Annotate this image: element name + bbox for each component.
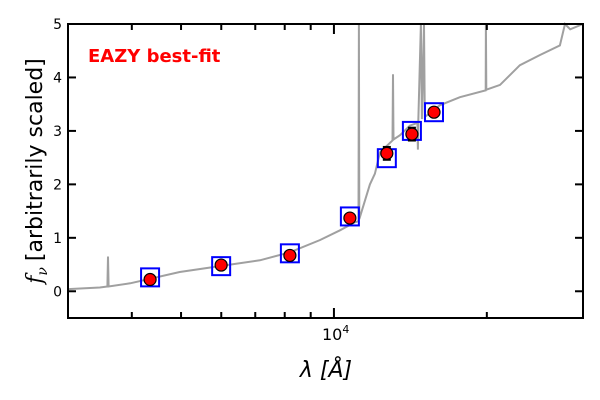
- observed-flux-point-3: [343, 211, 357, 225]
- observed-flux-point-4: [380, 146, 394, 160]
- x-tick-label-10e4: 104: [322, 323, 349, 344]
- legend-annotation: EAZY best-fit: [88, 46, 221, 67]
- plot-frame: [67, 23, 584, 319]
- observed-flux-point-2: [283, 248, 297, 263]
- observed-flux-point-5: [405, 127, 419, 141]
- axis-ticks: 0 1 2 3 4 5: [53, 17, 583, 318]
- y-tick-label-2: 2: [53, 177, 62, 193]
- observed-flux-point-0: [143, 272, 157, 287]
- y-tick-label-0: 0: [53, 284, 62, 300]
- model-flux-box-2: [279, 243, 300, 264]
- observed-flux-point-6: [427, 105, 441, 119]
- model-flux-box-1: [211, 256, 232, 277]
- y-tick-label-5: 5: [53, 17, 62, 33]
- photometry-layer: [140, 102, 444, 288]
- y-tick-label-3: 3: [53, 124, 62, 140]
- model-flux-box-0: [140, 267, 161, 288]
- model-flux-box-3: [339, 206, 360, 227]
- observed-flux-point-1: [214, 258, 228, 272]
- y-axis-label: fν[arbitrarily scaled]: [23, 58, 51, 286]
- x-axis-label: λ [Å]: [299, 356, 352, 383]
- y-tick-label-1: 1: [53, 231, 62, 247]
- model-flux-box-6: [423, 102, 444, 123]
- y-tick-label-4: 4: [53, 70, 62, 86]
